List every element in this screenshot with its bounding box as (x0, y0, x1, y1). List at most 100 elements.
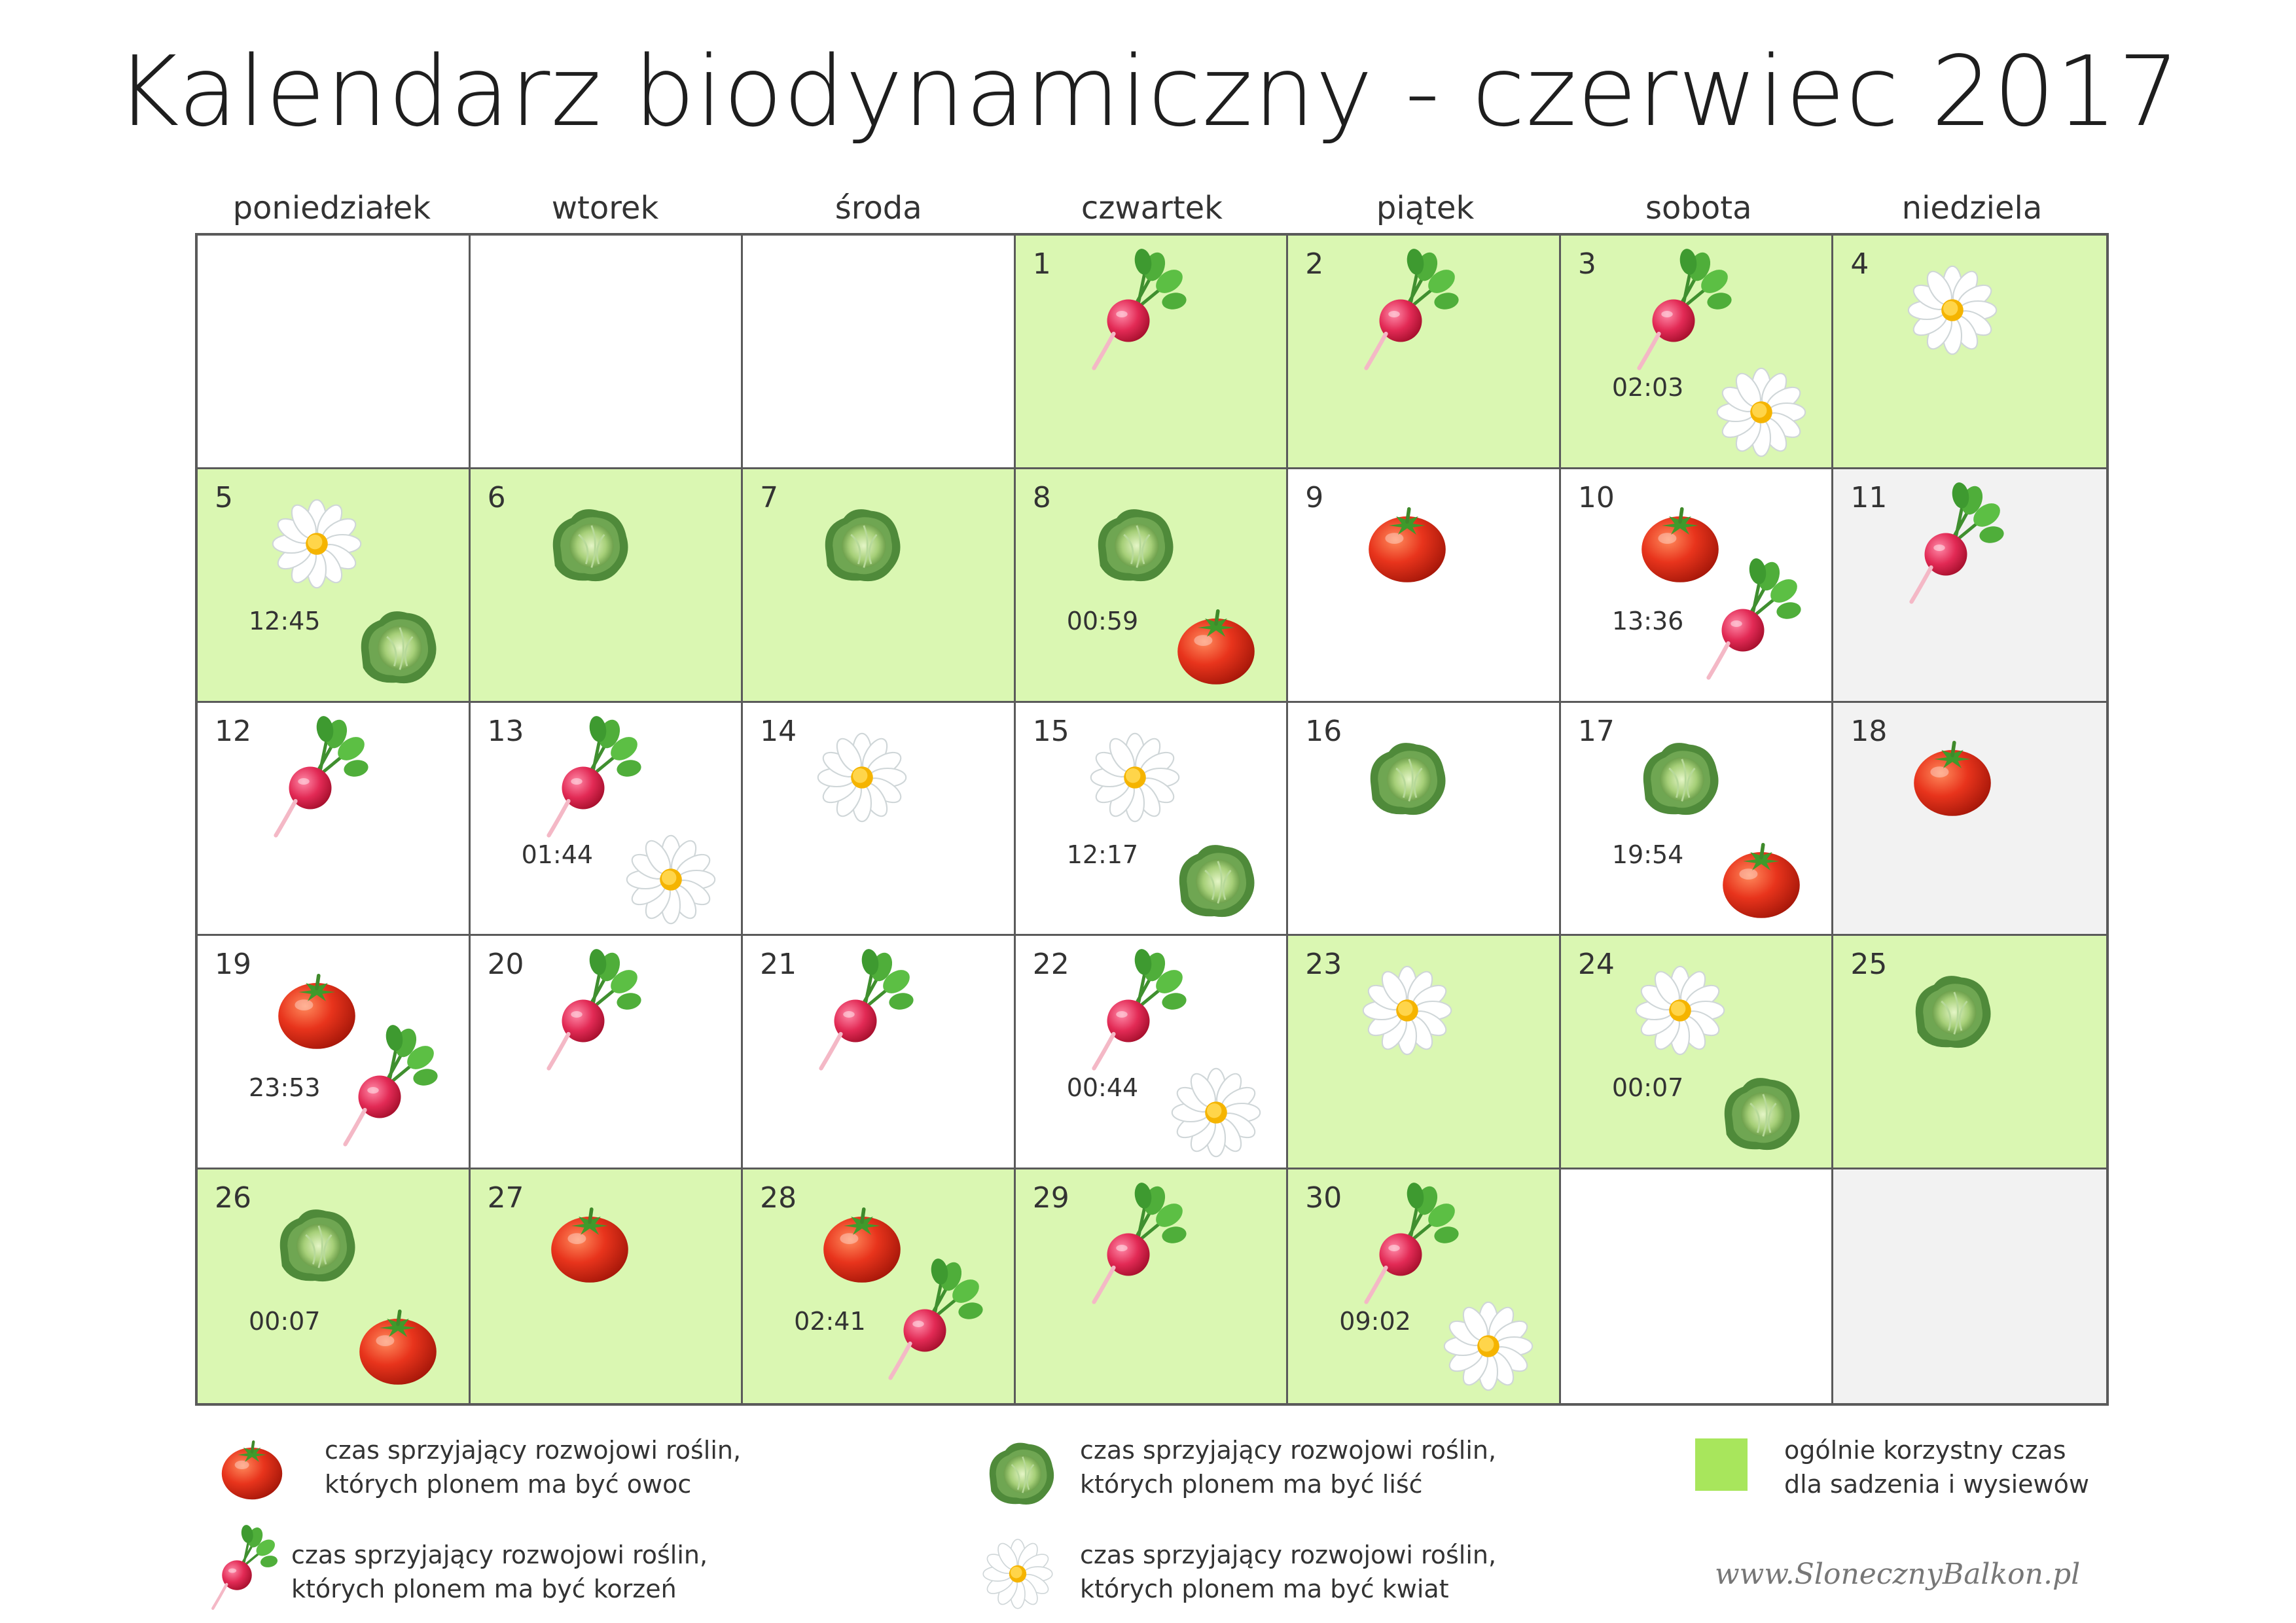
cabbage-icon (982, 1433, 1060, 1512)
day-number: 3 (1577, 247, 1596, 281)
day-cell: 3 02:03 (1560, 236, 1834, 469)
moon-time: 00:59 (1066, 606, 1139, 635)
flower-icon (625, 834, 717, 925)
day-number: 17 (1577, 714, 1615, 748)
day-number: 14 (760, 714, 797, 748)
cabbage-icon (1361, 732, 1453, 823)
moon-time: 02:03 (1611, 373, 1684, 402)
day-cell: 18 (1833, 702, 2106, 936)
radish-icon (544, 949, 642, 1080)
flower-icon (982, 1538, 1054, 1610)
moon-time: 00:07 (1611, 1073, 1684, 1103)
day-cell: 27 (470, 1169, 744, 1403)
day-number: 28 (760, 1181, 797, 1215)
day-cell: 20 (470, 936, 744, 1170)
day-number: 18 (1850, 714, 1888, 748)
day-number: 30 (1305, 1181, 1342, 1215)
calendar-grid: 1 2 3 02:03 4 5 12:45 6 7 8 00:59 9 10 13:36 11 12 13 01:… (195, 233, 2109, 1406)
tomato-icon (816, 1198, 908, 1290)
moon-time: 23:53 (249, 1073, 321, 1103)
day-number: 12 (215, 714, 251, 748)
radish-icon (544, 715, 642, 847)
day-cell (198, 236, 471, 469)
day-cell: 21 (743, 936, 1016, 1170)
day-cell: 12 (198, 702, 471, 936)
day-number: 4 (1850, 247, 1869, 281)
flower-icon (1907, 264, 1998, 356)
legend-leaf-line1: czas sprzyjający rozwojowi roślin, (1080, 1436, 1497, 1465)
day-cell: 16 (1288, 702, 1561, 936)
website-link[interactable]: www.SlonecznyBalkon.pl (1715, 1558, 2081, 1591)
day-cell: 26 00:07 (198, 1169, 471, 1403)
tomato-icon (544, 1198, 636, 1290)
day-cell: 8 00:59 (1015, 469, 1289, 703)
tomato-icon (352, 1300, 444, 1392)
page-title: Kalendarz biodynamiczny - czerwiec 2017 (115, 35, 2181, 148)
cabbage-icon (1715, 1067, 1807, 1158)
day-cell: 17 19:54 (1560, 702, 1834, 936)
day-cell: 6 (470, 469, 744, 703)
day-cell: 13 01:44 (470, 702, 744, 936)
day-number: 22 (1032, 948, 1069, 982)
legend-fruit-line1: czas sprzyjający rozwojowi roślin, (325, 1436, 742, 1465)
legend: czas sprzyjający rozwojowi roślin, który… (0, 1414, 2296, 1623)
flower-icon (271, 498, 363, 590)
weekday-6: niedziela (1901, 190, 2043, 226)
day-number: 16 (1305, 714, 1342, 748)
cabbage-icon (1170, 834, 1262, 925)
legend-root: czas sprzyjający rozwojowi roślin, który… (209, 1525, 708, 1616)
radish-icon (886, 1258, 984, 1389)
tomato-icon (1907, 732, 1998, 823)
legend-root-line2: których plonem ma być korzeń (291, 1575, 677, 1603)
legend-general: ogólnie korzystny czas dla sadzenia i wy… (1695, 1433, 2089, 1501)
day-number: 24 (1577, 948, 1615, 982)
cabbage-icon (544, 498, 636, 590)
weekday-4: piątek (1376, 190, 1475, 226)
weekday-1: wtorek (551, 190, 659, 226)
legend-fruit-line2: których plonem ma być owoc (325, 1470, 692, 1499)
day-cell: 9 (1288, 469, 1561, 703)
tomato-icon (271, 965, 363, 1056)
weekday-0: poniedziałek (232, 190, 431, 226)
green-swatch (1695, 1438, 1748, 1491)
radish-icon (340, 1025, 439, 1156)
day-number: 2 (1305, 247, 1324, 281)
cabbage-icon (816, 498, 908, 590)
day-cell: 11 (1833, 469, 2106, 703)
moon-time: 13:36 (1611, 606, 1684, 635)
day-number: 13 (487, 714, 524, 748)
day-number: 21 (760, 948, 797, 982)
day-number: 19 (215, 948, 251, 982)
day-cell (1560, 1169, 1834, 1403)
flower-icon (1634, 965, 1726, 1056)
legend-general-line1: ogólnie korzystny czas (1784, 1436, 2066, 1465)
day-cell: 10 13:36 (1560, 469, 1834, 703)
moon-time: 19:54 (1611, 840, 1684, 869)
day-cell: 30 09:02 (1288, 1169, 1561, 1403)
radish-icon (209, 1525, 278, 1616)
day-cell (1833, 1169, 2106, 1403)
moon-time: 02:41 (794, 1307, 866, 1336)
weekday-2: środa (834, 190, 922, 226)
cabbage-icon (1907, 965, 1998, 1056)
radish-icon (1089, 1183, 1187, 1313)
day-number: 29 (1032, 1181, 1069, 1215)
tomato-icon (1634, 498, 1726, 590)
day-cell: 25 (1833, 936, 2106, 1170)
flower-icon (816, 732, 908, 823)
day-cell: 28 02:41 (743, 1169, 1016, 1403)
tomato-icon (216, 1433, 288, 1505)
cabbage-icon (271, 1198, 363, 1290)
radish-icon (1089, 949, 1187, 1080)
legend-leaf-line2: których plonem ma być liść (1080, 1470, 1423, 1499)
moon-time: 12:45 (249, 606, 321, 635)
legend-flower-line1: czas sprzyjający rozwojowi roślin, (1080, 1541, 1497, 1569)
day-cell: 2 (1288, 236, 1561, 469)
day-cell: 23 (1288, 936, 1561, 1170)
cabbage-icon (1089, 498, 1181, 590)
day-cell: 5 12:45 (198, 469, 471, 703)
radish-icon (1361, 1183, 1460, 1313)
day-number: 25 (1850, 948, 1888, 982)
flower-icon (1170, 1067, 1262, 1158)
day-number: 11 (1850, 480, 1888, 514)
